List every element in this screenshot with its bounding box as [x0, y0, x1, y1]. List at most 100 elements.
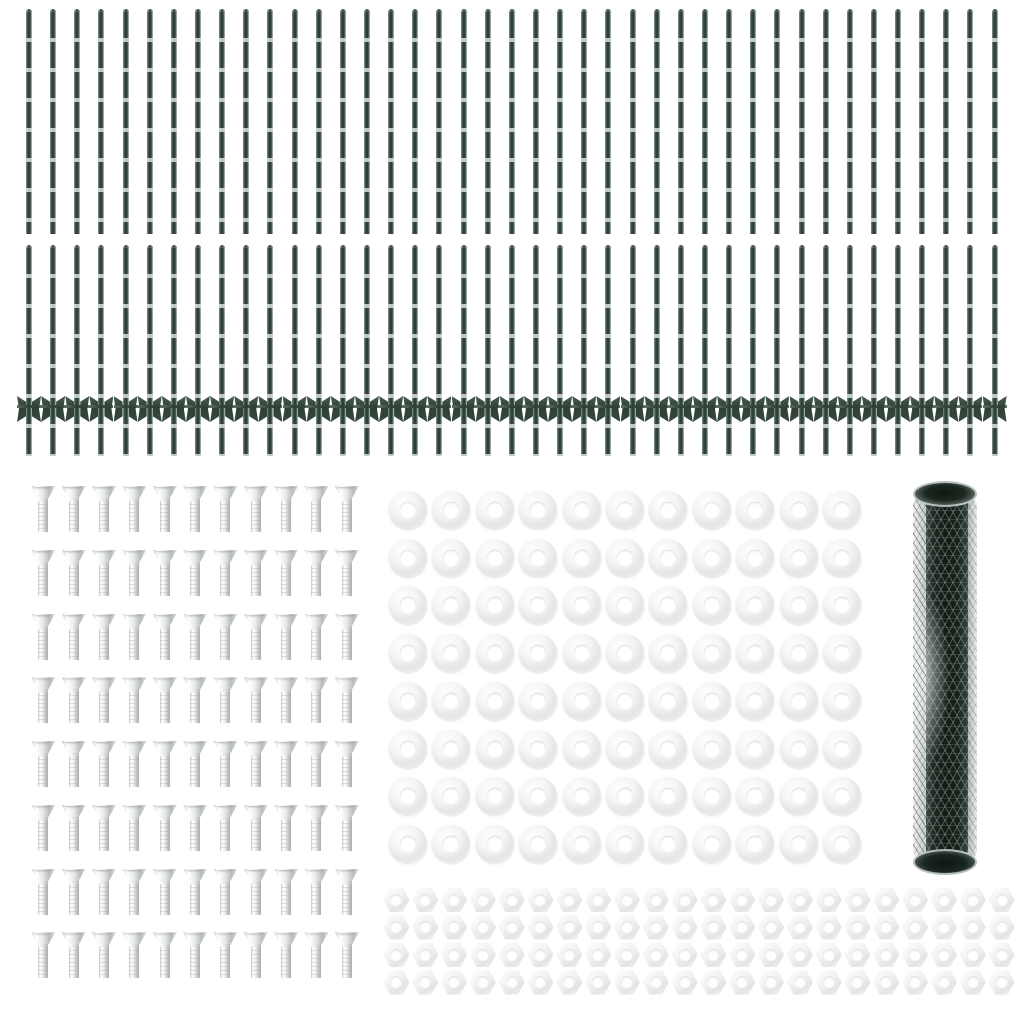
anchor-crossbar [306, 405, 331, 408]
bolt-head [213, 549, 238, 563]
posts-bottom-row [17, 245, 1007, 456]
anchor-wing-right [901, 396, 911, 422]
bolt-shank [341, 628, 352, 660]
post-shaft [991, 248, 998, 456]
bolt-head [152, 486, 177, 499]
anchor-crossbar [692, 405, 717, 408]
bolt-head [31, 804, 56, 818]
fence-post [427, 245, 452, 456]
bolt-collar [98, 498, 109, 502]
anchor-wing-left [161, 396, 171, 422]
countersunk-bolt [152, 486, 177, 532]
fence-post [210, 245, 235, 456]
countersunk-bolt [122, 932, 147, 979]
post-shaft [726, 12, 733, 234]
bolt-shank [159, 947, 170, 979]
post-ground-anchor [572, 396, 597, 422]
post-shaft [846, 248, 853, 456]
bolt-collar [38, 816, 49, 821]
countersunk-bolt [182, 486, 207, 532]
anchor-wing-right [828, 396, 838, 422]
bolt-collar [159, 561, 170, 566]
bolt-collar [159, 689, 170, 694]
flat-washer [692, 777, 731, 816]
post-shaft [846, 12, 853, 234]
anchor-wing-right [32, 396, 41, 422]
bolt-shank [68, 564, 79, 596]
post-shaft [605, 12, 612, 234]
countersunk-bolt [274, 677, 299, 724]
flat-washer [779, 538, 818, 577]
fence-post [789, 245, 814, 456]
fence-post [50, 9, 57, 234]
bolt-collar [189, 753, 200, 757]
hex-nut [469, 942, 496, 967]
anchor-wing-right [56, 396, 66, 422]
bolt-shank [189, 692, 200, 724]
bolt-shank [189, 756, 200, 787]
post-shaft [557, 248, 564, 456]
anchor-wing-left [282, 396, 292, 422]
bolt-shank [311, 628, 322, 660]
bolt-collar [189, 880, 200, 885]
hex-nut [988, 915, 1015, 940]
countersunk-bolt [61, 741, 86, 787]
bolt-collar [250, 498, 261, 502]
anchor-wing-left [982, 396, 992, 422]
bolt-collar [129, 816, 140, 821]
post-shaft [219, 12, 226, 234]
post-tip [798, 9, 805, 14]
bolt-shank [311, 819, 322, 851]
post-shaft [315, 12, 322, 234]
post-ground-anchor [837, 396, 862, 422]
countersunk-bolt [152, 868, 177, 915]
flat-washer [736, 825, 775, 864]
post-tip [315, 245, 322, 250]
fence-post [943, 9, 950, 234]
countersunk-bolt [304, 741, 329, 787]
flat-washer [823, 825, 862, 864]
post-tip [74, 9, 81, 14]
countersunk-bolt [122, 613, 147, 660]
post-shaft [243, 12, 250, 234]
post-shaft [315, 248, 322, 456]
post-shaft [967, 12, 974, 234]
bolt-collar [220, 561, 231, 566]
bolt-shank [189, 628, 200, 660]
anchor-crossbar [620, 405, 645, 408]
hex-nut [642, 915, 669, 940]
post-tip [822, 9, 829, 14]
bolt-shank [129, 501, 140, 532]
flat-washer [519, 681, 558, 720]
flat-washer [779, 634, 818, 673]
hex-nut [527, 915, 554, 940]
flat-washer [823, 777, 862, 816]
countersunk-bolt [91, 868, 116, 915]
fence-post [508, 9, 515, 234]
flat-washer [736, 538, 775, 577]
bolt-collar [189, 816, 200, 821]
anchor-wing-right [176, 396, 186, 422]
post-tip [146, 9, 153, 14]
flat-washer [605, 538, 644, 577]
post-shaft [629, 248, 636, 456]
hex-nut [585, 942, 612, 967]
bolt-collar [250, 944, 261, 949]
bolt-collar [98, 689, 109, 694]
flat-washer [779, 490, 818, 529]
flat-washer [475, 777, 514, 816]
post-shaft [194, 12, 201, 234]
post-tip [919, 245, 926, 250]
post-ground-anchor [886, 396, 911, 422]
bolt-shank [341, 883, 352, 915]
anchor-wing-left [185, 396, 195, 422]
flat-washer [562, 490, 601, 529]
hex-nut [498, 970, 525, 995]
bolt-shank [38, 628, 49, 660]
bolt-collar [38, 498, 49, 502]
post-shaft [460, 248, 467, 456]
fence-post [813, 245, 838, 456]
flat-washer [779, 586, 818, 625]
bolt-shank [311, 756, 322, 787]
bolt-head [182, 549, 207, 563]
